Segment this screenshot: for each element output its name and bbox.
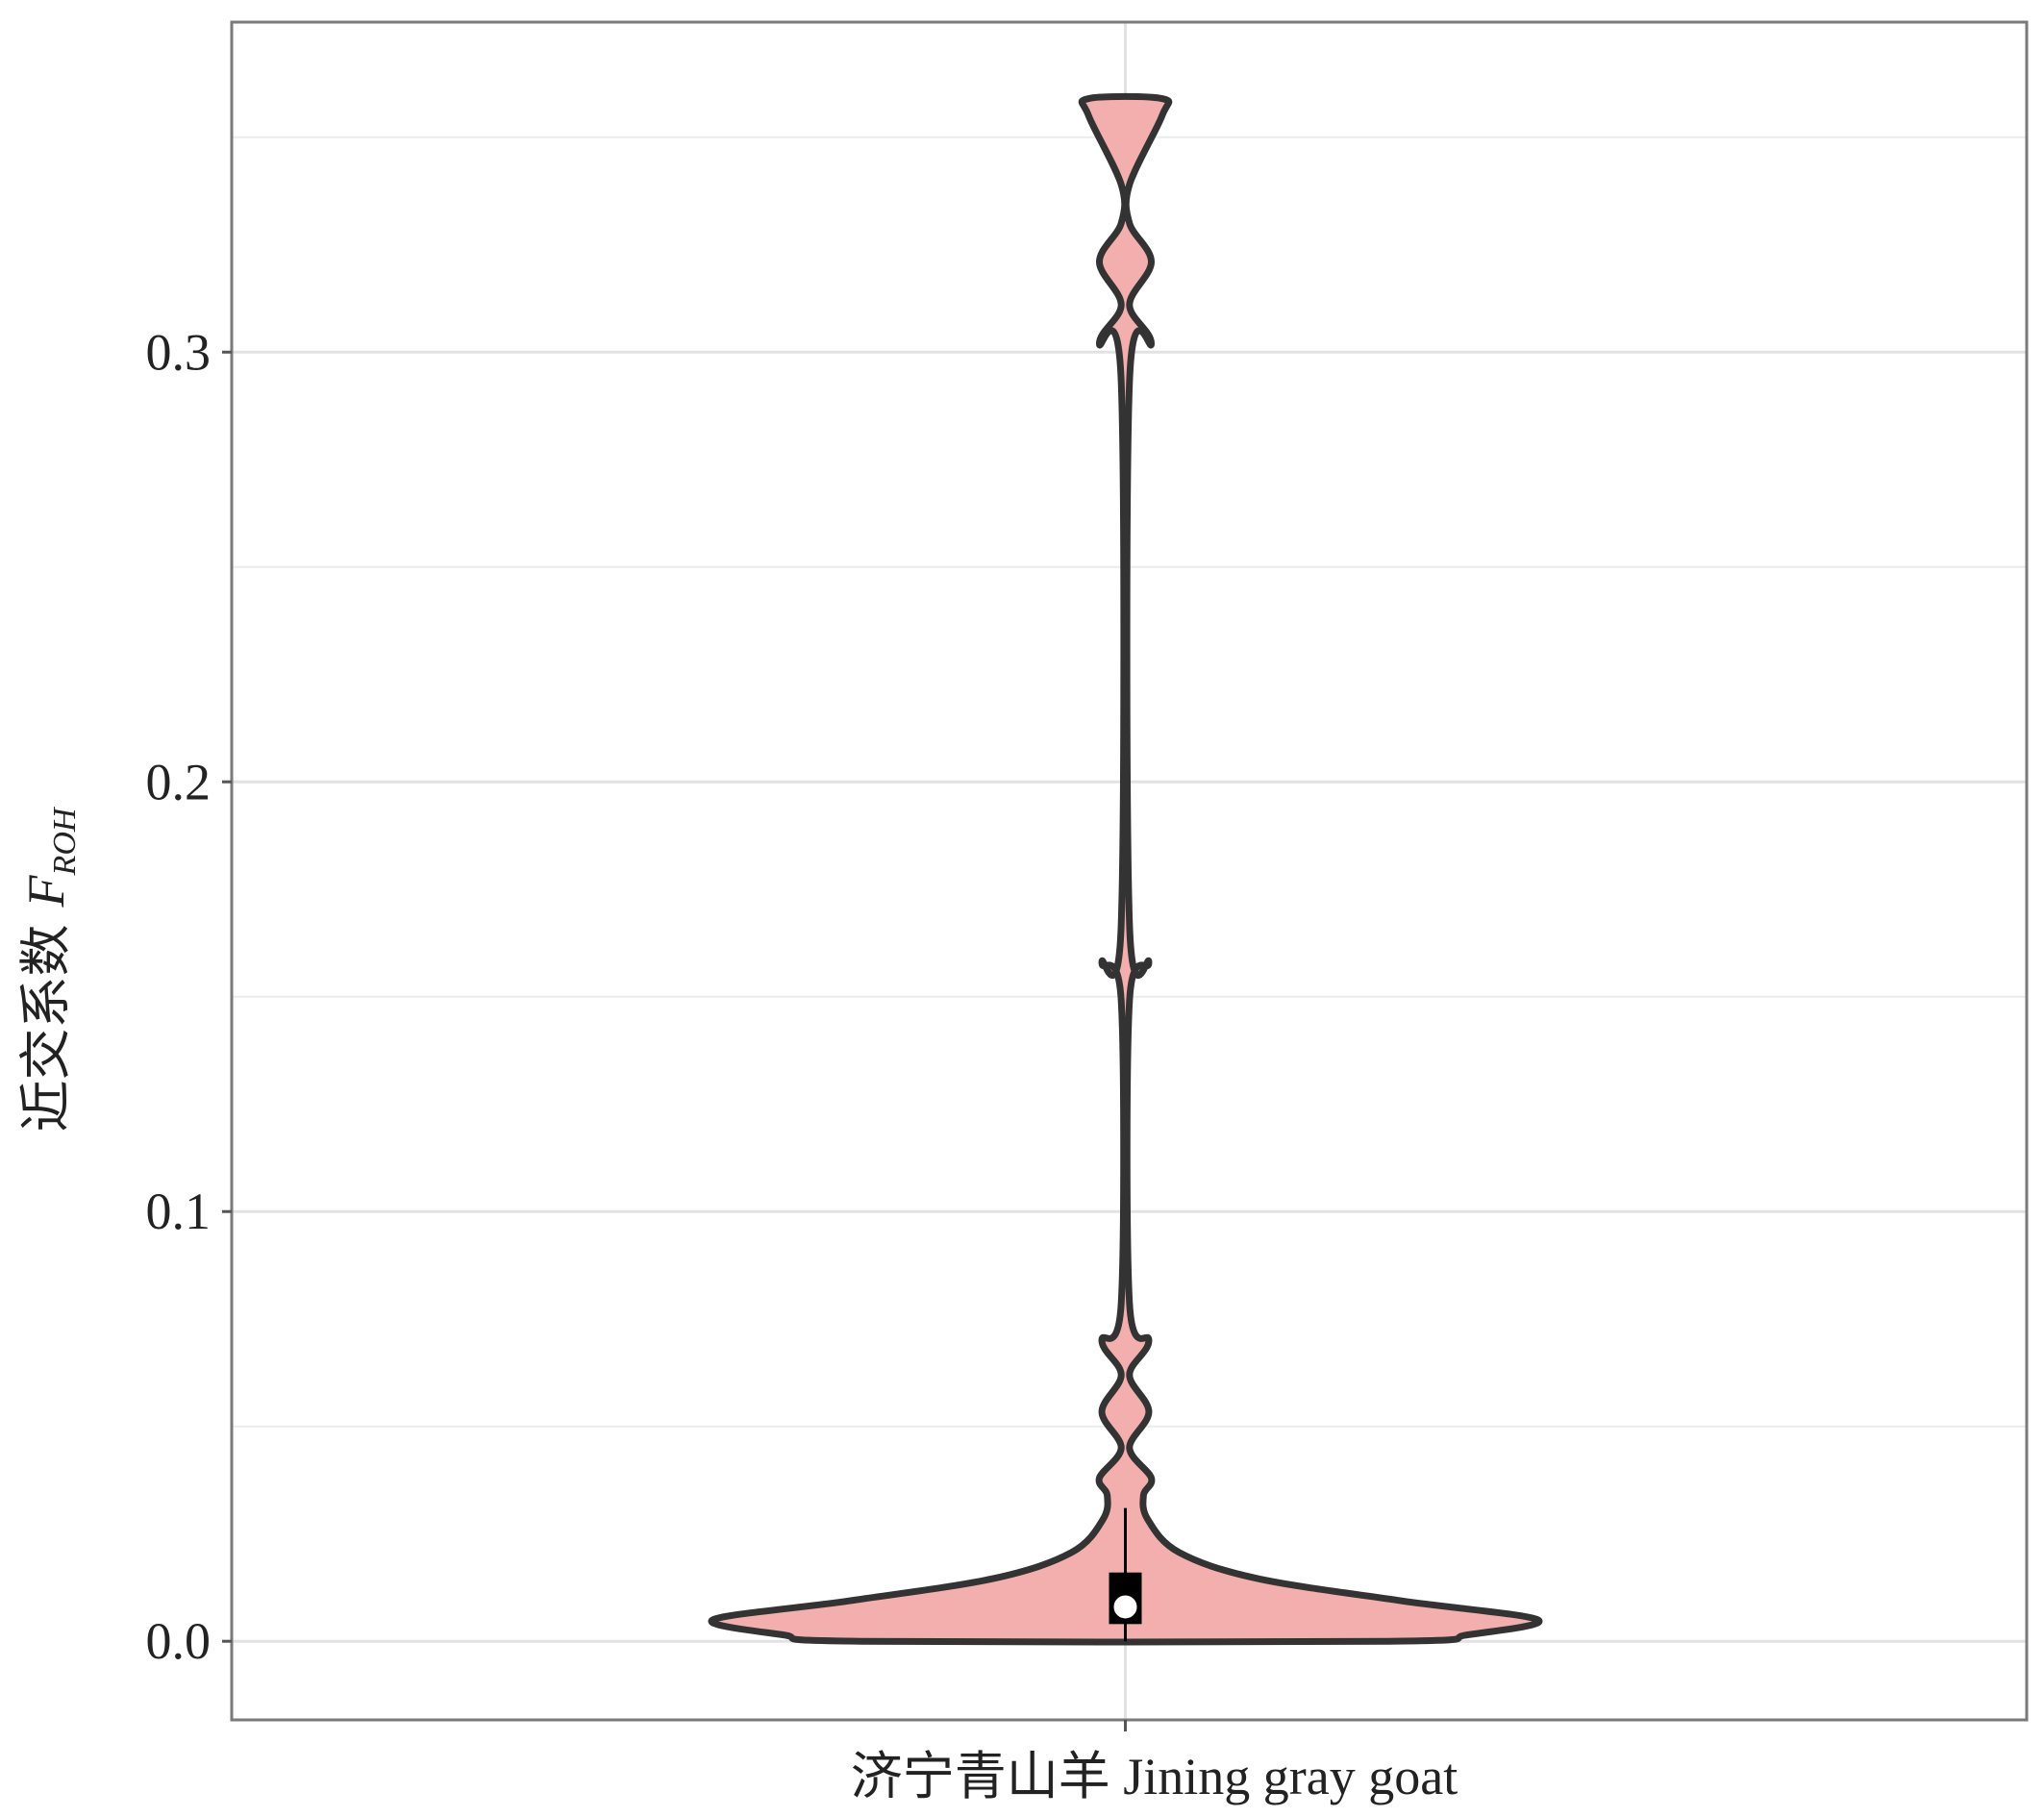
box-median <box>1111 1593 1139 1621</box>
y-label-symbol: F <box>17 874 75 908</box>
y-tick-label: 0.2 <box>146 753 212 810</box>
y-label-subscript: ROH <box>47 806 83 876</box>
y-tick-label: 0.1 <box>146 1182 212 1240</box>
x-tick-label: 济宁青山羊 Jining gray goat <box>851 1748 1458 1805</box>
violin <box>708 92 1543 1646</box>
axes: 0.0 0.1 0.2 0.3 济宁青山羊 Jining gray goat <box>146 323 1458 1805</box>
y-tick-label: 0.3 <box>146 323 212 381</box>
plot-frame <box>230 20 2029 1722</box>
y-tick-label: 0.0 <box>146 1612 212 1670</box>
marks <box>708 92 1543 1646</box>
y-label-text: 近交系数 <box>17 924 75 1132</box>
y-axis-label: 近交系数 FROH <box>17 806 83 1132</box>
